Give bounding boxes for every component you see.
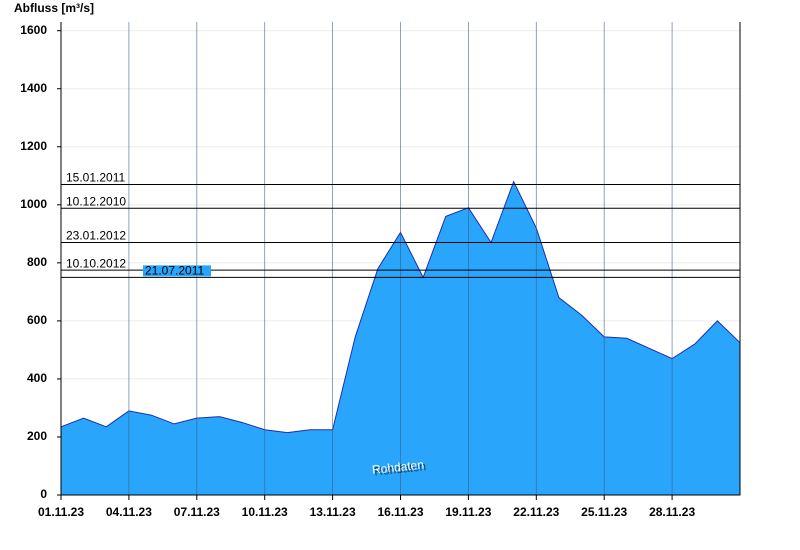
reference-label: 15.01.2011 [66, 171, 125, 185]
x-tick-label: 19.11.23 [445, 505, 491, 519]
y-axis-label: Abfluss [m³/s] [14, 1, 94, 15]
x-tick-label: 10.11.23 [242, 505, 288, 519]
x-tick-label: 16.11.23 [377, 505, 423, 519]
x-tick-label: 04.11.23 [106, 505, 152, 519]
y-tick-label: 600 [27, 313, 47, 327]
x-tick-label: 13.11.23 [310, 505, 356, 519]
x-tick-label: 01.11.23 [38, 505, 84, 519]
reference-label: 23.01.2012 [66, 229, 126, 243]
x-tick-label: 28.11.23 [649, 505, 695, 519]
annotation-shadow: Rohdaten [373, 459, 426, 478]
y-tick-label: 1400 [20, 81, 47, 95]
annotation: Rohdaten [371, 457, 424, 476]
y-tick-label: 400 [27, 371, 47, 385]
reference-label: 10.12.2010 [66, 194, 126, 208]
y-tick-label: 200 [27, 429, 47, 443]
y-tick-label: 1600 [20, 23, 47, 37]
reference-label: 21.07.2011 [145, 264, 204, 278]
x-tick-label: 25.11.23 [581, 505, 627, 519]
y-tick-label: 1000 [20, 197, 47, 211]
y-tick-label: 800 [27, 255, 47, 269]
x-tick-label: 07.11.23 [174, 505, 220, 519]
reference-label: 10.10.2012 [66, 256, 126, 270]
y-tick-label: 0 [40, 487, 47, 501]
label-bg [143, 265, 211, 277]
x-tick-label: 22.11.23 [513, 505, 559, 519]
y-tick-label: 1200 [20, 139, 47, 153]
